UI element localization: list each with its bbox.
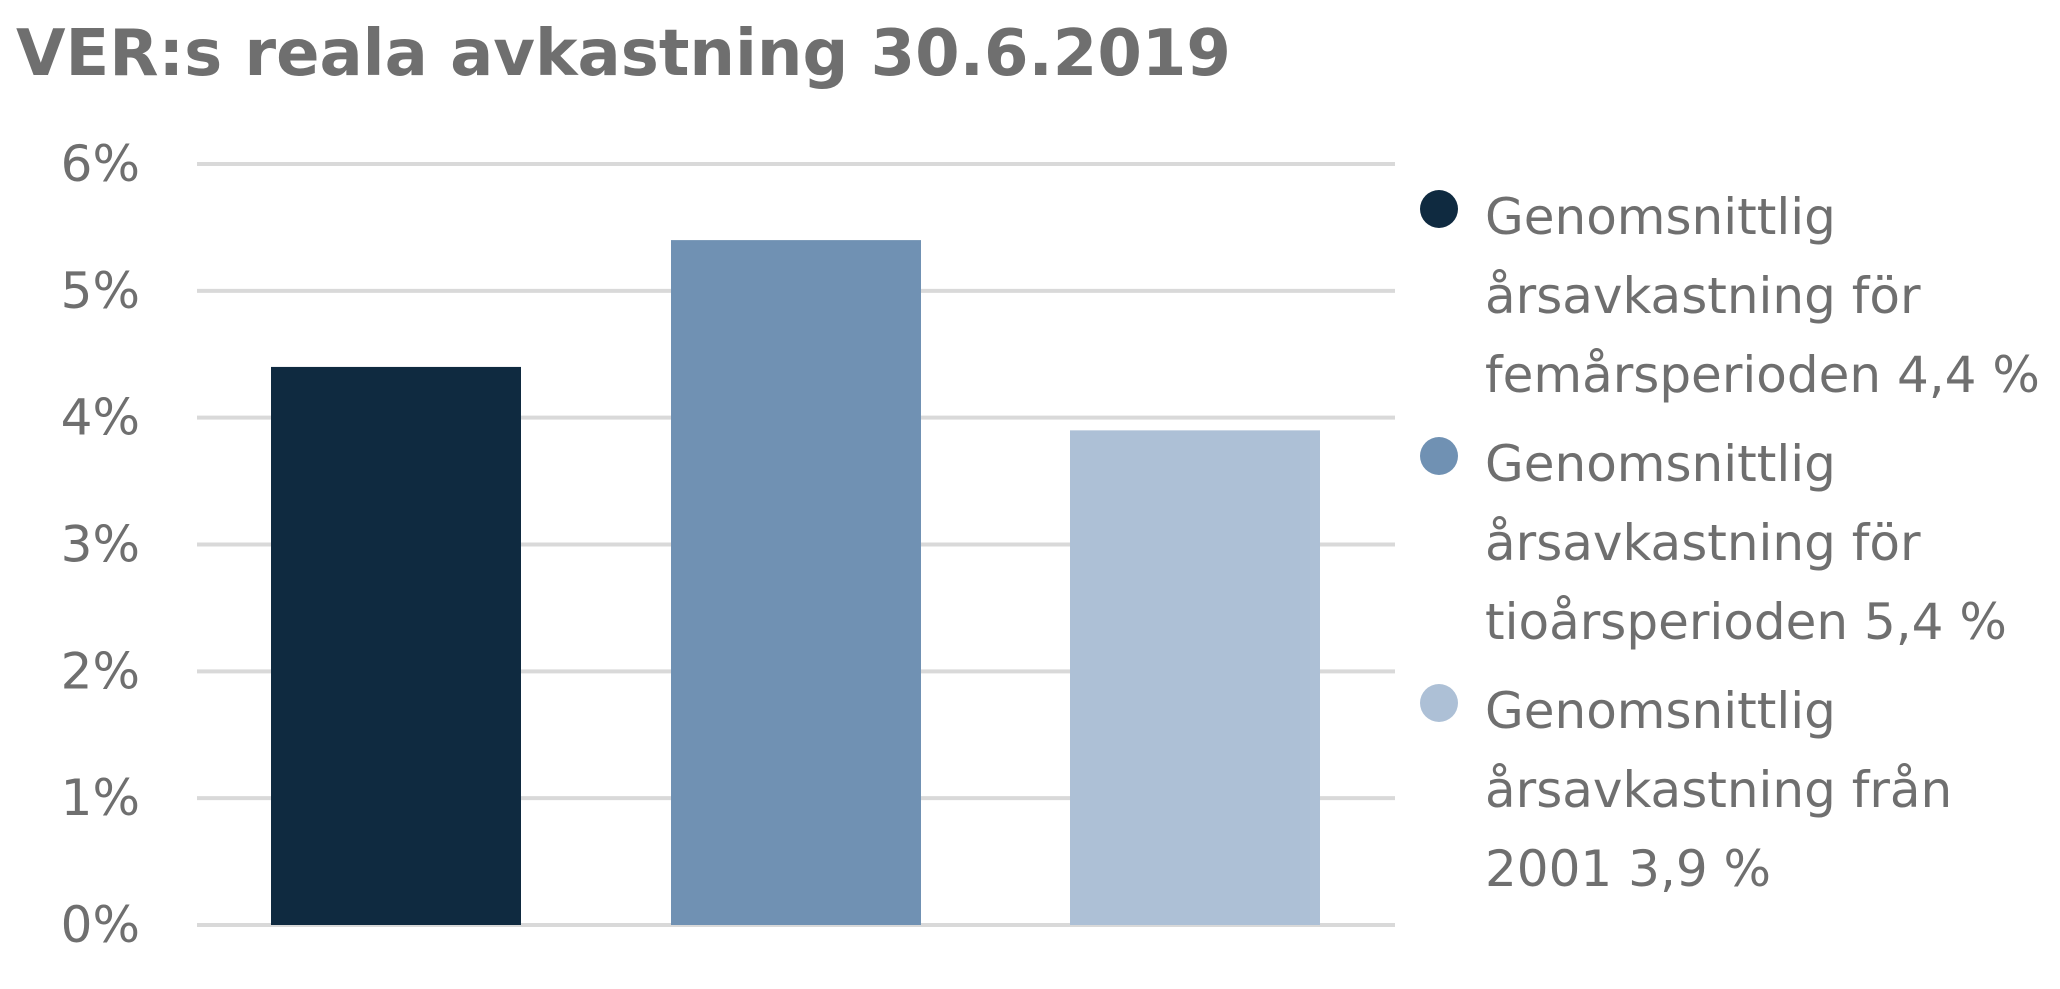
y-tick-label: 6%	[61, 135, 140, 193]
bar	[271, 366, 521, 925]
bar	[1070, 430, 1320, 925]
chart-title: VER:s reala avkastning 30.6.2019	[16, 17, 1231, 91]
legend-swatch	[1420, 190, 1458, 228]
legend-item: Genomsnittlig årsavkastning för femårspe…	[1415, 178, 2055, 415]
y-tick-label: 5%	[61, 262, 140, 320]
y-tick-label: 3%	[61, 516, 140, 574]
legend-item: Genomsnittlig årsavkastning för tioårspe…	[1415, 425, 2055, 662]
bars	[271, 240, 1320, 926]
y-tick-label: 1%	[61, 769, 140, 827]
legend-label: Genomsnittlig årsavkastning för femårspe…	[1485, 188, 2040, 404]
y-tick-label: 0%	[61, 896, 140, 954]
bar	[671, 240, 921, 926]
legend-swatch	[1420, 684, 1458, 722]
legend-label: Genomsnittlig årsavkastning för tioårspe…	[1485, 435, 2007, 651]
y-axis-tick-labels: 0% 1% 2% 3% 4% 5% 6%	[61, 135, 140, 954]
y-tick-label: 2%	[61, 642, 140, 700]
legend: Genomsnittlig årsavkastning för femårspe…	[1415, 178, 2055, 909]
legend-label: Genomsnittlig årsavkastning från 2001 3,…	[1485, 682, 1953, 898]
legend-swatch	[1420, 437, 1458, 475]
y-tick-label: 4%	[61, 389, 140, 447]
legend-item: Genomsnittlig årsavkastning från 2001 3,…	[1415, 672, 2055, 909]
